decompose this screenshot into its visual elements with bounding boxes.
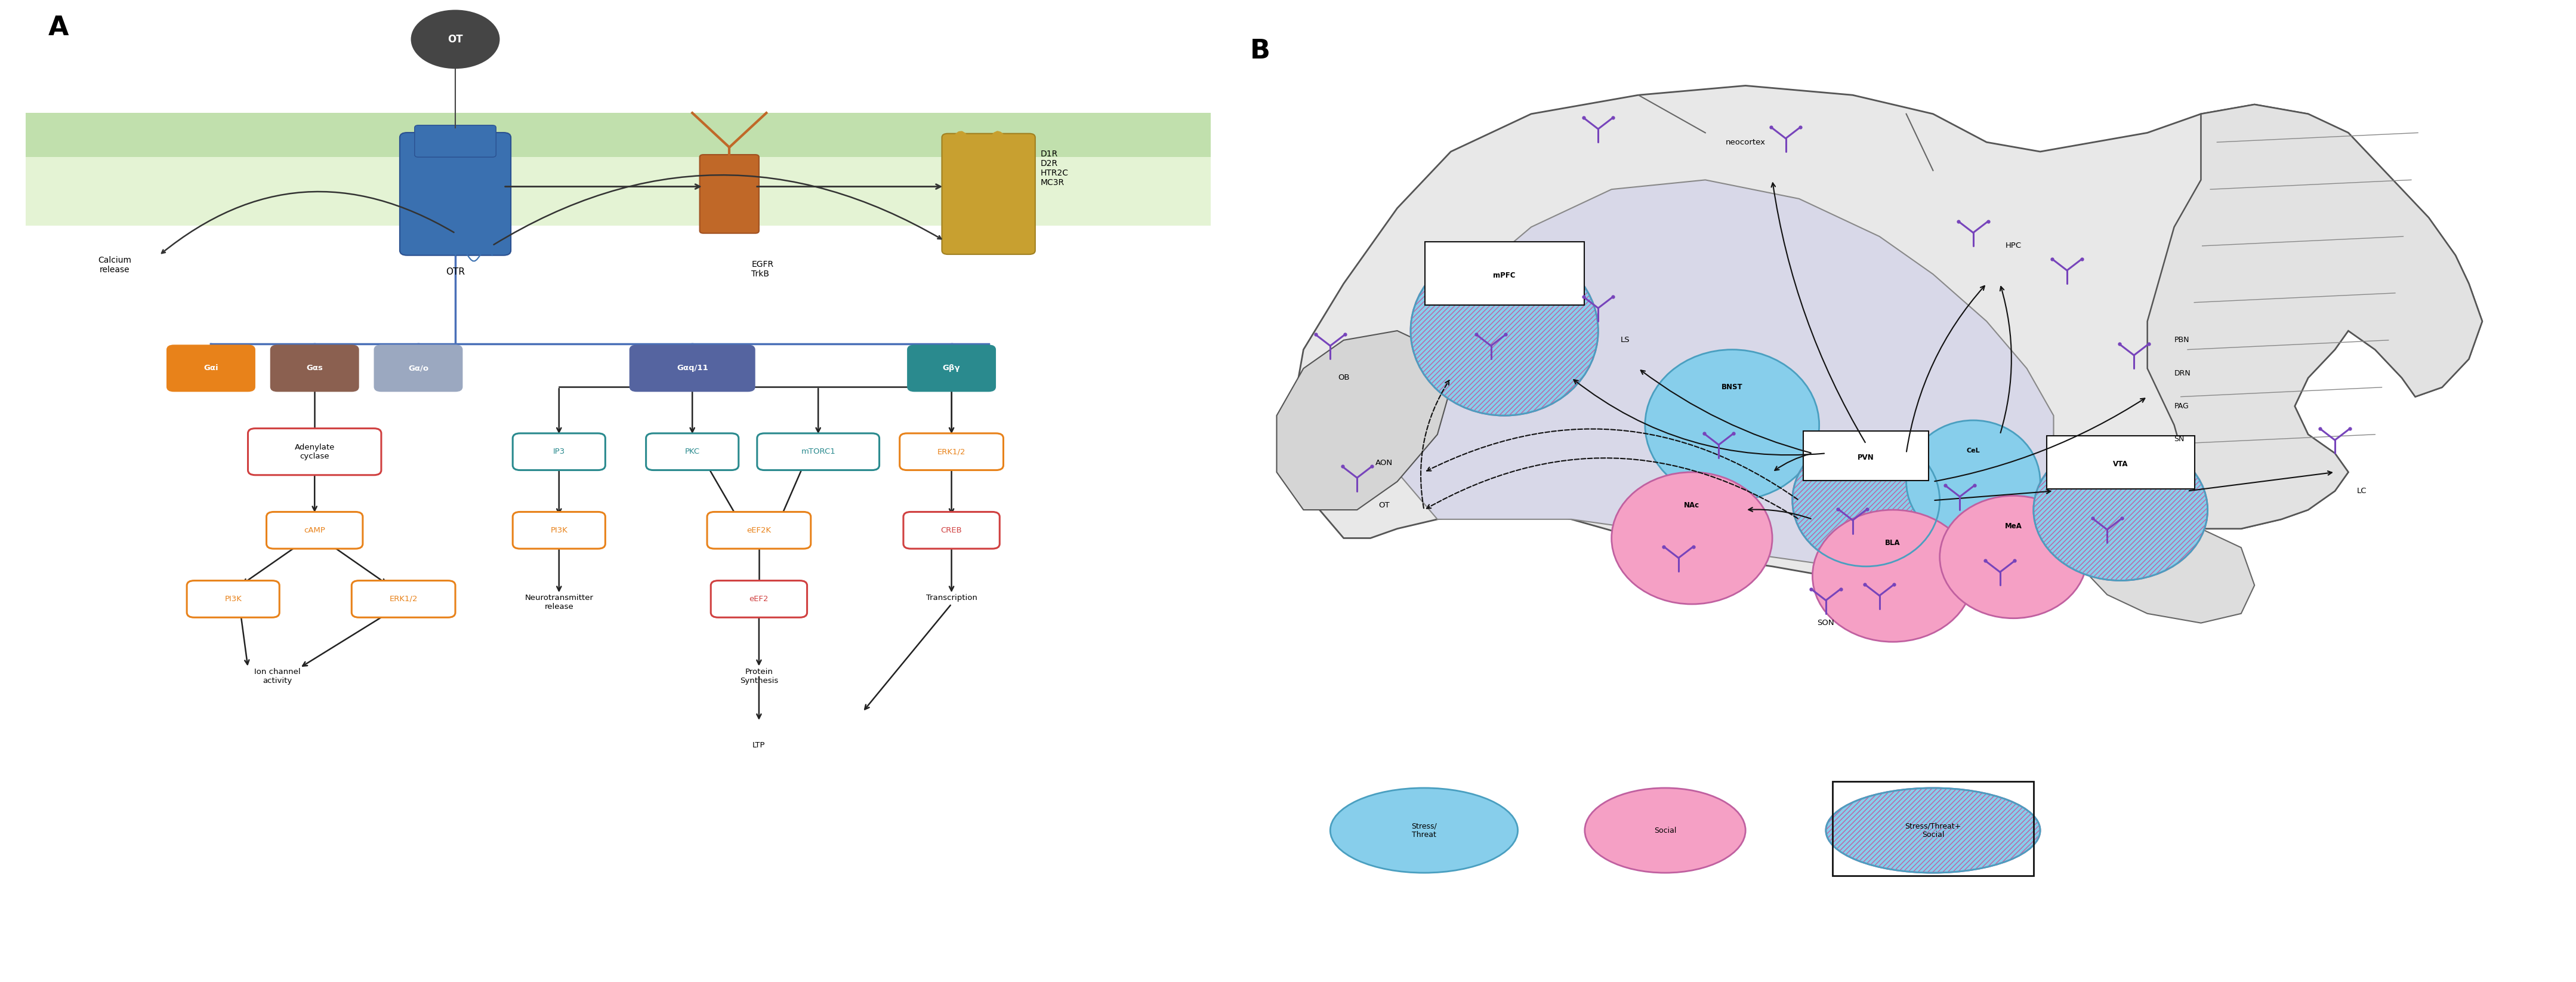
Text: PKC: PKC [685, 448, 701, 456]
Ellipse shape [1793, 434, 1940, 567]
Text: Adenylate
cyclase: Adenylate cyclase [294, 443, 335, 461]
Text: ERK1/2: ERK1/2 [938, 448, 966, 456]
Ellipse shape [1826, 788, 2040, 873]
FancyBboxPatch shape [943, 134, 1036, 254]
FancyBboxPatch shape [708, 512, 811, 549]
Bar [1803, 431, 1929, 480]
FancyBboxPatch shape [265, 512, 363, 549]
Ellipse shape [1646, 350, 1819, 501]
Text: Social: Social [1654, 827, 1677, 835]
Text: eEF2: eEF2 [750, 595, 768, 603]
Polygon shape [2148, 104, 2483, 528]
FancyBboxPatch shape [757, 433, 878, 470]
FancyBboxPatch shape [647, 433, 739, 470]
Text: PI3K: PI3K [551, 526, 567, 534]
Text: neocortex: neocortex [1726, 138, 1765, 146]
Text: MeA: MeA [2004, 522, 2022, 530]
Text: LC: LC [2357, 487, 2367, 495]
Text: Gαs: Gαs [307, 364, 322, 372]
Text: SON: SON [1816, 619, 1834, 627]
Ellipse shape [1412, 246, 1597, 415]
Text: LTP: LTP [752, 741, 765, 749]
Text: OB: OB [1337, 374, 1350, 382]
Text: Gβγ: Gβγ [943, 364, 961, 372]
Text: LS: LS [1620, 336, 1631, 344]
FancyBboxPatch shape [415, 125, 497, 157]
Text: PAG: PAG [2174, 403, 2190, 410]
FancyBboxPatch shape [399, 133, 510, 255]
Text: BLA: BLA [1886, 539, 1901, 547]
Polygon shape [1278, 331, 1450, 510]
Polygon shape [2066, 510, 2254, 623]
Text: Gαq/11: Gαq/11 [677, 364, 708, 372]
Text: Protein
Synthesis: Protein Synthesis [739, 668, 778, 684]
Text: PBN: PBN [2174, 336, 2190, 344]
Text: cAMP: cAMP [304, 526, 325, 534]
Polygon shape [1291, 85, 2483, 575]
Text: VTA: VTA [2112, 460, 2128, 467]
Ellipse shape [1584, 788, 1747, 873]
FancyBboxPatch shape [247, 428, 381, 475]
Text: B: B [1249, 38, 1270, 64]
Text: eEF2K: eEF2K [747, 526, 770, 534]
FancyBboxPatch shape [907, 345, 997, 392]
Text: PI3K: PI3K [224, 595, 242, 603]
Ellipse shape [1940, 496, 2087, 619]
Text: Transcription: Transcription [925, 594, 976, 602]
Ellipse shape [1613, 472, 1772, 604]
Text: PVN: PVN [1857, 454, 1875, 462]
Text: OT: OT [1378, 501, 1388, 509]
Ellipse shape [2032, 439, 2208, 580]
Text: EGFR
TrkB: EGFR TrkB [752, 260, 773, 278]
Circle shape [410, 10, 500, 69]
Text: OTR: OTR [446, 267, 464, 277]
Ellipse shape [1329, 788, 1517, 873]
Text: AON: AON [1376, 459, 1394, 466]
Text: DRN: DRN [2174, 369, 2190, 377]
Text: Gαi: Gαi [204, 364, 219, 372]
FancyBboxPatch shape [188, 580, 278, 618]
Text: NAc: NAc [1685, 501, 1700, 509]
Ellipse shape [1906, 420, 2040, 543]
Text: A: A [49, 15, 70, 40]
Text: CeL: CeL [1965, 448, 1981, 454]
FancyBboxPatch shape [701, 154, 760, 233]
Ellipse shape [1814, 510, 1973, 642]
Text: Stress/Threat+
Social: Stress/Threat+ Social [1904, 822, 1960, 839]
FancyBboxPatch shape [513, 512, 605, 549]
Bar [26, 157, 1211, 226]
Polygon shape [1383, 180, 2053, 567]
FancyBboxPatch shape [167, 345, 255, 392]
Text: OT: OT [448, 34, 464, 44]
FancyBboxPatch shape [629, 345, 755, 392]
Text: BNST: BNST [1721, 383, 1744, 391]
FancyBboxPatch shape [904, 512, 999, 549]
Text: Calcium
release: Calcium release [98, 256, 131, 274]
Text: mTORC1: mTORC1 [801, 448, 835, 456]
FancyBboxPatch shape [350, 580, 456, 618]
Text: D1R
D2R
HTR2C
MC3R: D1R D2R HTR2C MC3R [1041, 149, 1069, 188]
FancyBboxPatch shape [270, 345, 358, 392]
Text: mPFC: mPFC [1494, 272, 1515, 280]
FancyBboxPatch shape [513, 433, 605, 470]
Bar [26, 113, 1211, 157]
Text: ERK1/2: ERK1/2 [389, 595, 417, 603]
Bar [1832, 782, 2032, 876]
Text: Gα/o: Gα/o [407, 364, 428, 372]
Bar [1425, 242, 1584, 305]
Text: SN: SN [2174, 435, 2184, 443]
Text: IP3: IP3 [554, 448, 564, 456]
FancyBboxPatch shape [711, 580, 806, 618]
Text: Stress/
Threat: Stress/ Threat [1412, 822, 1437, 839]
Text: HPC: HPC [2004, 242, 2022, 249]
Text: Neurotransmitter
release: Neurotransmitter release [526, 594, 592, 611]
Text: Ion channel
activity: Ion channel activity [255, 668, 301, 684]
Text: CREB: CREB [940, 526, 963, 534]
FancyBboxPatch shape [899, 433, 1005, 470]
FancyBboxPatch shape [374, 345, 464, 392]
Bar [2045, 436, 2195, 489]
